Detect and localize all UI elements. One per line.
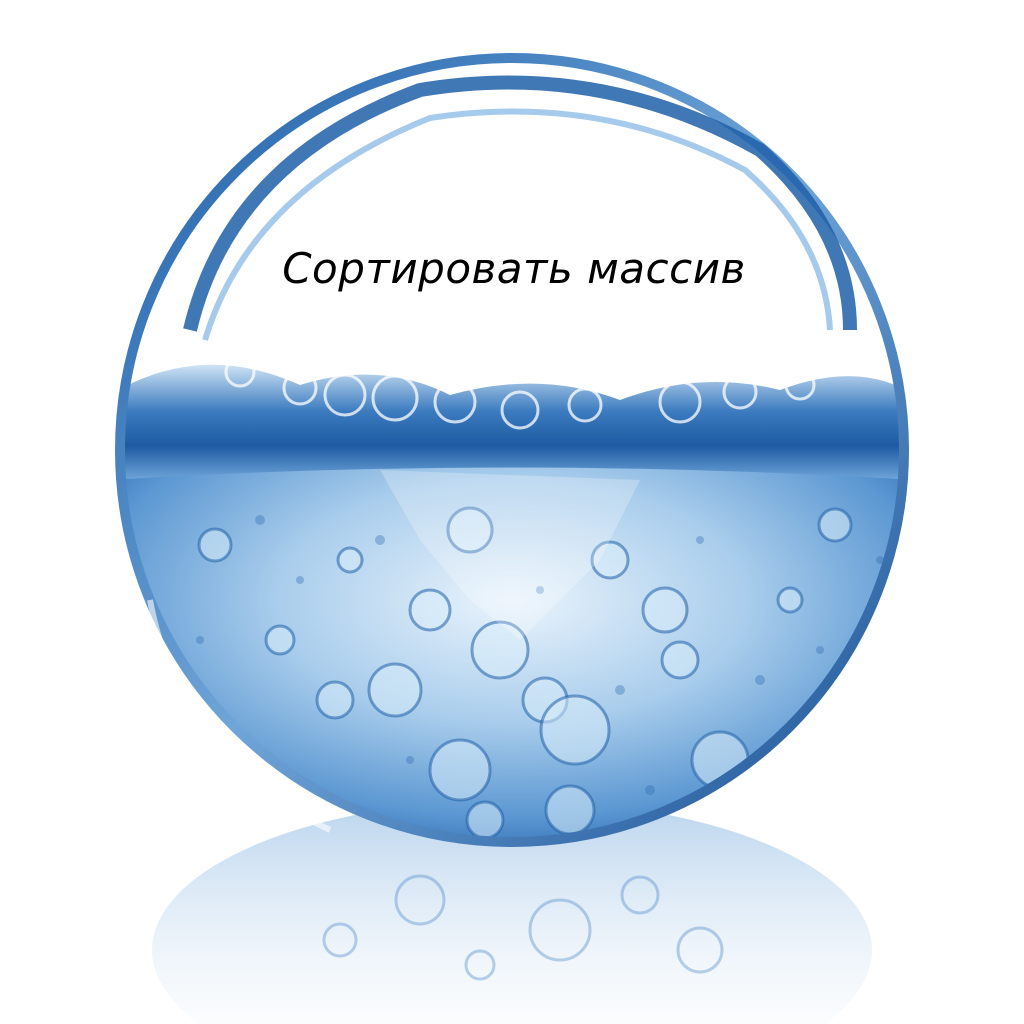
caption-text: Сортировать массив [282, 244, 746, 293]
sphere-body [120, 58, 904, 842]
upper-wave-arc [183, 75, 857, 332]
sphere-rim [115, 53, 909, 847]
sphere-reflection [152, 800, 872, 1024]
